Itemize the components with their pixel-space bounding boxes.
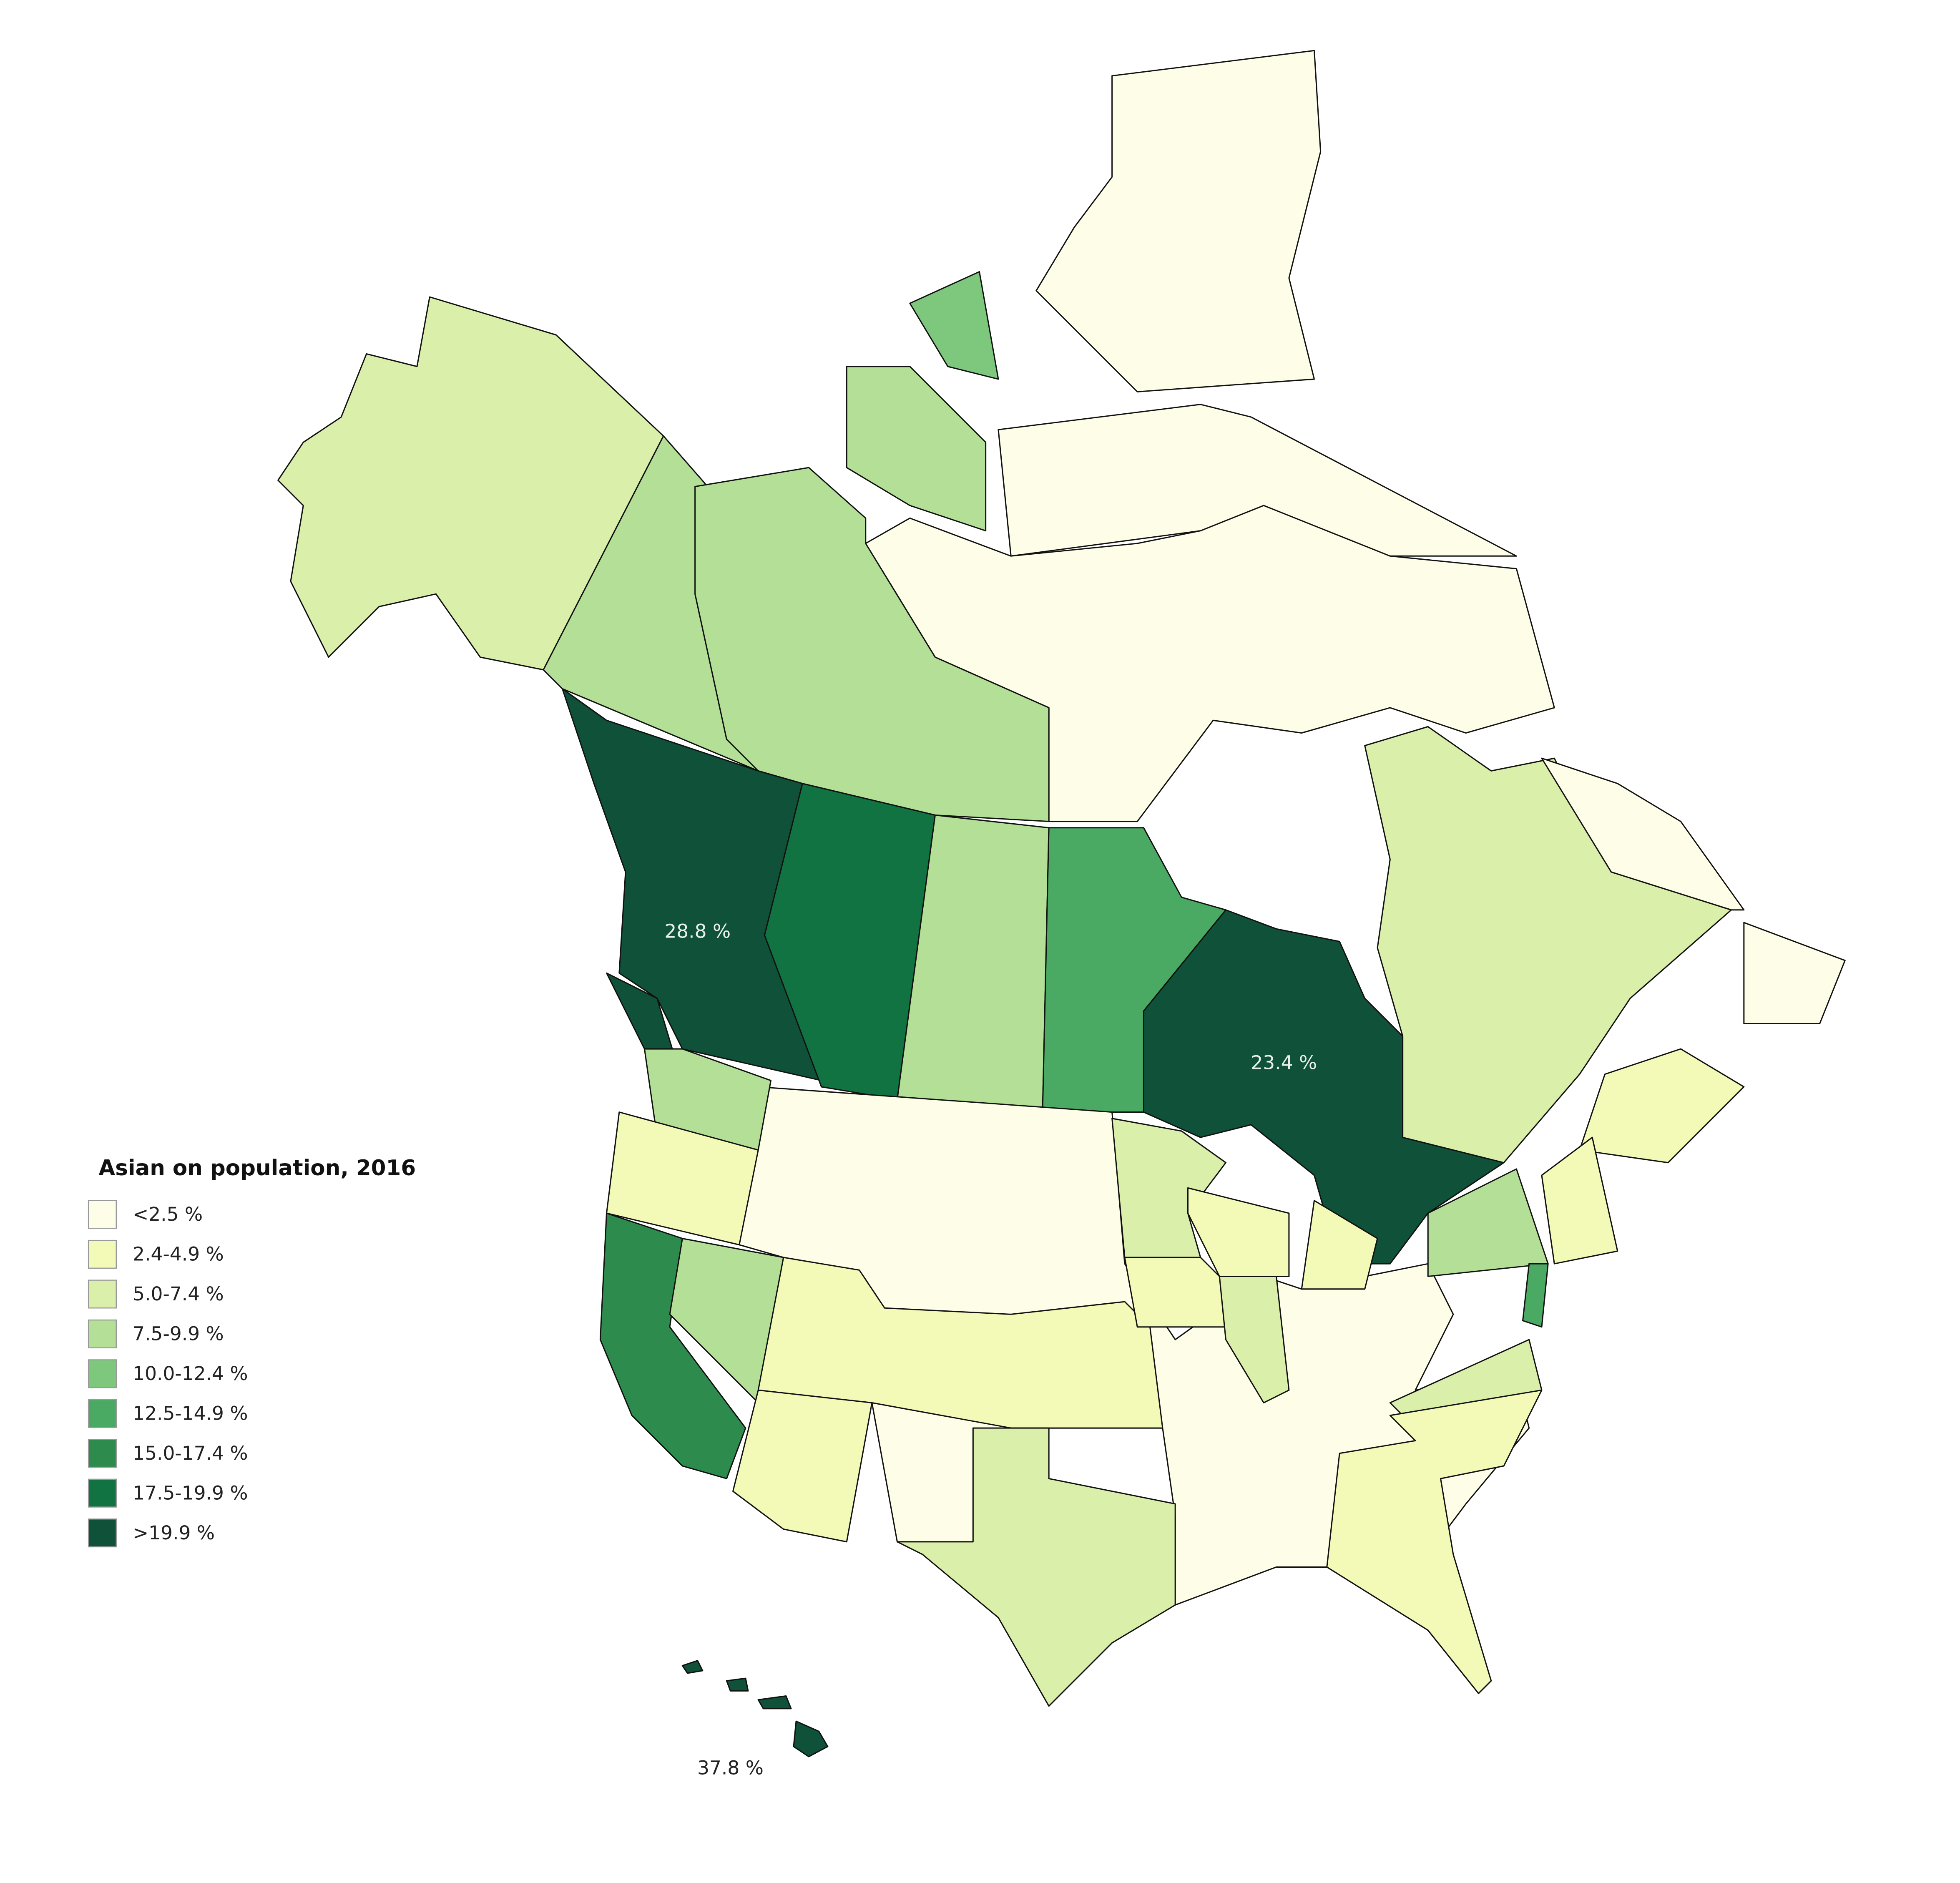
legend-label: 2.4-4.9 % (133, 1243, 224, 1265)
region (1541, 757, 1745, 911)
region (1326, 1389, 1543, 1694)
region (1579, 1048, 1745, 1164)
region (1364, 726, 1732, 1164)
region (897, 1427, 1176, 1707)
region (1035, 50, 1322, 392)
region (764, 783, 936, 1100)
legend-label: 17.5-19.9 % (133, 1482, 248, 1504)
region (1143, 909, 1505, 1265)
region (1187, 1187, 1290, 1277)
annotation: 23.4 % (1251, 1052, 1317, 1074)
region (757, 1695, 792, 1710)
legend-label: 5.0-7.4 % (133, 1283, 224, 1305)
region (726, 1677, 749, 1692)
legend-swatch (88, 1239, 117, 1269)
legend-swatch (88, 1518, 117, 1548)
legend-label: 7.5-9.9 % (133, 1323, 224, 1345)
region (732, 1389, 873, 1543)
region (909, 271, 999, 380)
annotation: 28.8 % (664, 920, 731, 942)
region (793, 1720, 829, 1757)
region (561, 688, 822, 1081)
legend-label: 12.5-14.9 % (133, 1402, 248, 1424)
legend-label: <2.5 % (133, 1203, 203, 1225)
region (1301, 1200, 1378, 1290)
region (694, 467, 1050, 822)
legend: <2.5 % 2.4-4.9 % 5.0-7.4 % 7.5-9.9 % 10.0-12… (88, 1200, 248, 1548)
region (681, 1660, 704, 1674)
legend-swatch (88, 1280, 117, 1309)
region (998, 404, 1517, 557)
legend-label: 15.0-17.4 % (133, 1442, 248, 1464)
legend-swatch (88, 1200, 117, 1229)
annotation: 37.8 % (697, 1757, 764, 1779)
legend-swatch (88, 1478, 117, 1508)
region (1124, 1257, 1226, 1328)
legend-swatch (88, 1439, 117, 1468)
legend-label: >19.9 % (133, 1522, 215, 1544)
region (1743, 922, 1846, 1024)
region (606, 1111, 759, 1246)
legend-swatch (88, 1399, 117, 1428)
region (846, 366, 987, 532)
legend-swatch (88, 1319, 117, 1348)
legend-title: Asian on population, 2016 (98, 1156, 416, 1181)
legend-swatch (88, 1359, 117, 1388)
region (1541, 1136, 1618, 1265)
region (1522, 1263, 1549, 1328)
regions (277, 50, 1846, 1757)
legend-label: 10.0-12.4 % (133, 1363, 248, 1385)
